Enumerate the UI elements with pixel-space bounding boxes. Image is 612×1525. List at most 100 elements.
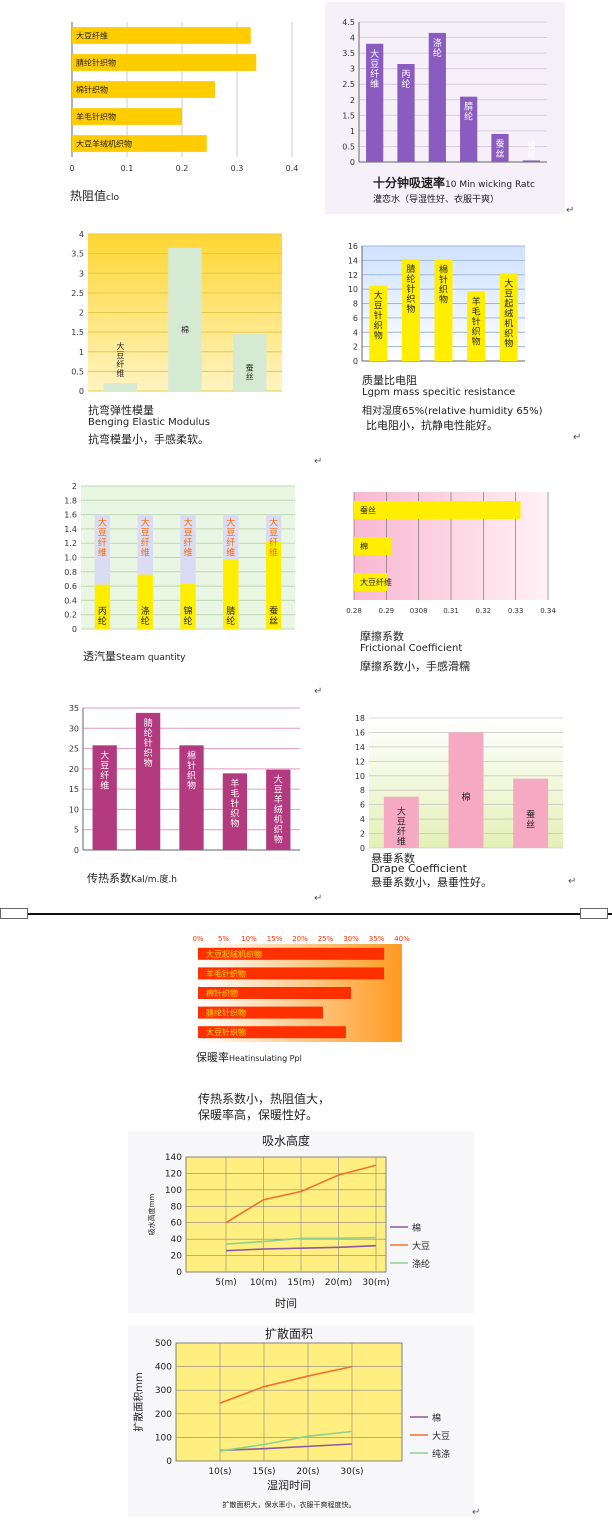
- bar-label-top: 纤: [98, 537, 107, 549]
- bar-label: 纶: [98, 615, 107, 627]
- tick-label: 2: [350, 96, 355, 105]
- tick-label: 0.1: [121, 164, 134, 173]
- chart-mass-resistance: 0 2 4 6 8 10 12 14 16 大豆针织物腈纶针织物棉针织物羊毛针织物大豆起绒机织物 …: [340, 226, 575, 446]
- tick-label: 2.5: [71, 289, 84, 298]
- series-line: [219, 1443, 353, 1452]
- bar: [366, 43, 384, 162]
- bar-label: 蚕: [526, 809, 535, 820]
- bar: [179, 745, 204, 850]
- bar: [94, 584, 111, 629]
- bar-label: 大: [116, 341, 124, 351]
- tick-label: 1: [79, 348, 84, 357]
- bar-label: 纤: [370, 68, 379, 80]
- tick-label: 0: [74, 846, 79, 855]
- bar-label: 维: [397, 835, 406, 847]
- bar-label: 针: [374, 310, 383, 322]
- tick-label: 0.29: [379, 607, 395, 615]
- chart-drape-coefficient: 0 2 4 6 8 10 12 14 16 18 大豆纤维 棉蚕丝 悬垂系数 Drape Coeffi…: [345, 712, 570, 890]
- tick-label: 40: [171, 1235, 183, 1245]
- bar-label: 织: [274, 824, 283, 836]
- bar-label: 腈: [144, 717, 153, 729]
- chart-title-en: Lgpm mass specitic resistance: [362, 387, 516, 398]
- tick-label: 4: [360, 815, 365, 824]
- chart-subtitle: 灌恋水（导湿性好、衣服干爽）: [373, 195, 500, 205]
- return-mark: ↵: [566, 205, 575, 216]
- bar-label: 丙: [98, 606, 107, 617]
- bar-label: 纶: [527, 149, 535, 159]
- x-axis-label: 时间: [275, 1297, 297, 1310]
- legend-label: 棉: [412, 1222, 421, 1234]
- tick-label: 4: [350, 34, 355, 43]
- bar-label: 豆: [274, 785, 283, 796]
- tick-label: 8: [360, 786, 365, 795]
- tick-label: 1.6: [64, 511, 77, 520]
- tick-label: 1.2: [64, 539, 77, 548]
- chart-note: 比电阻小，抗静电性能好。: [366, 419, 498, 432]
- tick-label: 140: [165, 1153, 182, 1163]
- tick-label: 0: [360, 844, 365, 853]
- bar-label: 羊毛针织物: [76, 112, 116, 122]
- tick-label: 0.4: [64, 596, 77, 605]
- tick-label: 1: [350, 127, 355, 136]
- tick-label: 40%: [394, 935, 410, 943]
- bar-label: 大: [374, 290, 383, 302]
- bar-label: 纶: [141, 615, 150, 627]
- bar-label: 纶: [406, 273, 415, 285]
- tick-label: 15(s): [252, 1467, 275, 1477]
- tick-label: 16: [355, 728, 365, 737]
- tick-label: 0.34: [540, 607, 556, 615]
- bar-label: 羊: [230, 777, 239, 789]
- plot-area: [185, 1156, 387, 1273]
- bar: [354, 501, 521, 519]
- tick-label: 2: [72, 482, 77, 491]
- tick-label: 20: [69, 765, 79, 774]
- tick-label: 3.5: [342, 49, 355, 58]
- bar-label: 纤: [397, 825, 406, 837]
- tick-label: 12: [348, 271, 358, 280]
- tick-label: 14: [348, 256, 358, 265]
- tick-label: 20%: [292, 935, 308, 943]
- bar-label: 豆: [504, 288, 513, 299]
- reference-bar: [137, 514, 153, 575]
- tick-label: 1.5: [71, 328, 84, 337]
- bar-label: 丝: [246, 372, 254, 382]
- tick-label: 80: [171, 1202, 183, 1212]
- bar: [499, 273, 518, 361]
- tick-label: 0.6: [64, 582, 77, 591]
- chart-heat-transfer: 0 5 10 15 20 25 30 35 大豆纤维腈纶针织物棉针织物羊毛针织物大豆羊绒机织物 …: [55, 702, 310, 890]
- page-marker-right: [580, 908, 608, 919]
- bar-label-top: 纤: [269, 537, 278, 549]
- tick-label: 500: [155, 1339, 172, 1349]
- bar-label: 大: [100, 749, 109, 761]
- bar-label: 棉: [187, 749, 196, 761]
- bar-label: 织: [187, 769, 196, 781]
- bar-label: 腈: [406, 263, 415, 275]
- tick-label: 1.8: [64, 496, 77, 505]
- bar-label: 针: [472, 315, 481, 327]
- chart-friction-coefficient: 0.28 0.29 0308 0.31 0.32 0.33 0.34 蚕丝棉大豆纤维 摩擦系数…: [330, 478, 575, 678]
- tick-label: 6: [360, 801, 365, 810]
- tick-label: 300: [155, 1386, 172, 1396]
- bar: [522, 160, 540, 162]
- bar-label: 纶: [464, 111, 473, 123]
- bar: [223, 559, 239, 629]
- tick-label: 0: [350, 158, 355, 167]
- bar-label: 棉: [439, 264, 448, 276]
- return-mark: ↵: [314, 686, 323, 697]
- bar-label-top: 纤: [226, 537, 235, 549]
- tick-label: 15%: [267, 935, 283, 943]
- tick-label: 15: [69, 785, 79, 794]
- bar-label: 纶: [226, 615, 235, 627]
- chart-title: 抗弯弹性模量: [88, 404, 154, 417]
- bar-label: 维: [370, 78, 379, 90]
- bar-label: 腈纶针织物: [76, 58, 116, 68]
- tick-label: 15(m): [287, 1278, 314, 1288]
- bar-label: 丝: [526, 818, 535, 830]
- tick-label: 25: [69, 745, 79, 754]
- bar-label: 维: [116, 368, 124, 378]
- bar-label: 锦: [183, 605, 192, 617]
- bar-label: 棉针织物: [206, 988, 238, 998]
- bar-label: 物: [439, 294, 448, 306]
- chart-bending-modulus: 0 0.5 1 1.5 2 2.5 3 3.5 4 大豆纤维 棉蚕丝 抗弯弹性模量 Benging …: [62, 226, 302, 446]
- tick-label: 0: [166, 1457, 172, 1467]
